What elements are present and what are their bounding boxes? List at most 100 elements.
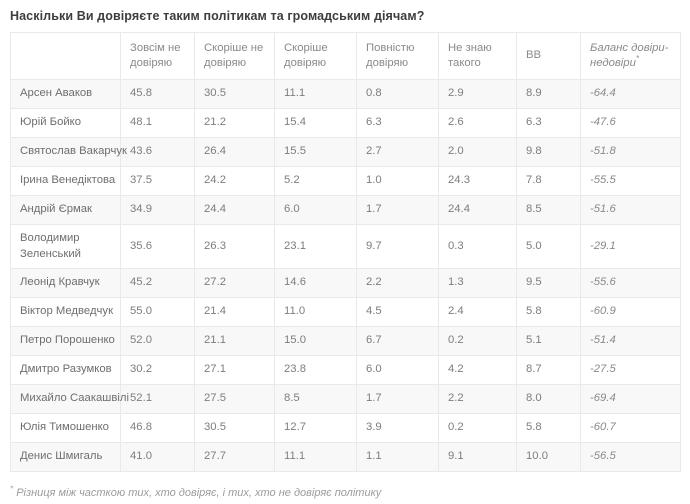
table-header-row: Зовсім не довіряю Скоріше не довіряю Ско… bbox=[10, 32, 681, 80]
table-row-boyko: Юрій Бойко 48.1 21.2 15.4 6.3 2.6 6.3 -4… bbox=[10, 108, 681, 138]
value-cell: 48.1 bbox=[120, 108, 195, 138]
value-cell: 52.1 bbox=[120, 384, 195, 414]
balance-cell: -51.6 bbox=[580, 195, 681, 225]
table-row-venediktova: Ірина Венедіктова 37.5 24.2 5.2 1.0 24.3… bbox=[10, 166, 681, 196]
value-cell: 2.7 bbox=[356, 137, 439, 167]
value-cell: 1.1 bbox=[356, 442, 439, 472]
balance-cell: -27.5 bbox=[580, 355, 681, 385]
politician-name: Віктор Медведчук bbox=[10, 297, 121, 327]
value-cell: 1.7 bbox=[356, 384, 439, 414]
value-cell: 11.1 bbox=[274, 79, 357, 109]
table-row-zelensky: Володимир Зеленський 35.6 26.3 23.1 9.7 … bbox=[10, 224, 681, 269]
value-cell: 5.0 bbox=[516, 224, 581, 269]
value-cell: 1.7 bbox=[356, 195, 439, 225]
value-cell: 1.0 bbox=[356, 166, 439, 196]
value-cell: 8.5 bbox=[516, 195, 581, 225]
table-header: Зовсім не довіряю Скоріше не довіряю Ско… bbox=[10, 32, 681, 80]
balance-cell: -64.4 bbox=[580, 79, 681, 109]
empty-header-cell bbox=[10, 32, 121, 80]
value-cell: 27.5 bbox=[194, 384, 275, 414]
value-cell: 0.8 bbox=[356, 79, 439, 109]
value-cell: 6.3 bbox=[516, 108, 581, 138]
trust-table: Зовсім не довіряю Скоріше не довіряю Ско… bbox=[10, 32, 681, 472]
politician-name: Арсен Аваков bbox=[10, 79, 121, 109]
value-cell: 2.4 bbox=[438, 297, 517, 327]
value-cell: 9.5 bbox=[516, 268, 581, 298]
table-row-avakov: Арсен Аваков 45.8 30.5 11.1 0.8 2.9 8.9 … bbox=[10, 79, 681, 109]
balance-asterisk: * bbox=[635, 54, 639, 64]
value-cell: 6.7 bbox=[356, 326, 439, 356]
balance-cell: -69.4 bbox=[580, 384, 681, 414]
footnote: * Різниця між часткою тих, хто довіряє, … bbox=[10, 484, 680, 499]
politician-name: Михайло Саакашвілі bbox=[10, 384, 129, 414]
value-cell: 9.7 bbox=[356, 224, 439, 269]
balance-cell: -60.9 bbox=[580, 297, 681, 327]
value-cell: 12.7 bbox=[274, 413, 357, 443]
balance-cell: -60.7 bbox=[580, 413, 681, 443]
politician-name: Юлія Тимошенко bbox=[10, 413, 121, 443]
value-cell: 35.6 bbox=[120, 224, 195, 269]
politician-name: Петро Порошенко bbox=[10, 326, 121, 356]
table-row-yermak: Андрій Єрмак 34.9 24.4 6.0 1.7 24.4 8.5 … bbox=[10, 195, 681, 225]
value-cell: 0.2 bbox=[438, 326, 517, 356]
value-cell: 34.9 bbox=[120, 195, 195, 225]
value-cell: 24.2 bbox=[194, 166, 275, 196]
footnote-text: Різниця між часткою тих, хто довіряє, і … bbox=[16, 487, 382, 499]
value-cell: 8.0 bbox=[516, 384, 581, 414]
balance-header-text: Баланс довіри-недовіри bbox=[590, 41, 669, 69]
value-cell: 5.8 bbox=[516, 413, 581, 443]
value-cell: 27.1 bbox=[194, 355, 275, 385]
value-cell: 2.0 bbox=[438, 137, 517, 167]
value-cell: 4.2 bbox=[438, 355, 517, 385]
table-row-poroshenko: Петро Порошенко 52.0 21.1 15.0 6.7 0.2 5… bbox=[10, 326, 681, 356]
value-cell: 23.8 bbox=[274, 355, 357, 385]
value-cell: 37.5 bbox=[120, 166, 195, 196]
value-cell: 21.4 bbox=[194, 297, 275, 327]
table-row-medvedchuk: Віктор Медведчук 55.0 21.4 11.0 4.5 2.4 … bbox=[10, 297, 681, 327]
value-cell: 45.2 bbox=[120, 268, 195, 298]
column-header-rather-trust: Скоріше довіряю bbox=[274, 32, 357, 80]
value-cell: 11.1 bbox=[274, 442, 357, 472]
column-header-fully-trust: Повністю довіряю bbox=[356, 32, 439, 80]
value-cell: 0.3 bbox=[438, 224, 517, 269]
politician-name: Святослав Вакарчук bbox=[10, 137, 127, 167]
value-cell: 14.6 bbox=[274, 268, 357, 298]
value-cell: 24.4 bbox=[438, 195, 517, 225]
value-cell: 1.3 bbox=[438, 268, 517, 298]
value-cell: 5.8 bbox=[516, 297, 581, 327]
value-cell: 24.3 bbox=[438, 166, 517, 196]
table-row-kravchuk: Леонід Кравчук 45.2 27.2 14.6 2.2 1.3 9.… bbox=[10, 268, 681, 298]
value-cell: 6.0 bbox=[356, 355, 439, 385]
politician-name: Дмитро Разумков bbox=[10, 355, 121, 385]
value-cell: 6.0 bbox=[274, 195, 357, 225]
value-cell: 0.2 bbox=[438, 413, 517, 443]
column-header-dont-know: Не знаю такого bbox=[438, 32, 517, 80]
table-body: Арсен Аваков 45.8 30.5 11.1 0.8 2.9 8.9 … bbox=[10, 79, 681, 472]
value-cell: 4.5 bbox=[356, 297, 439, 327]
value-cell: 8.5 bbox=[274, 384, 357, 414]
column-header-rather-no-trust: Скоріше не довіряю bbox=[194, 32, 275, 80]
balance-cell: -51.8 bbox=[580, 137, 681, 167]
value-cell: 2.2 bbox=[438, 384, 517, 414]
value-cell: 55.0 bbox=[120, 297, 195, 327]
value-cell: 30.5 bbox=[194, 79, 275, 109]
column-header-vv: ВВ bbox=[516, 32, 581, 80]
table-row-razumkov: Дмитро Разумков 30.2 27.1 23.8 6.0 4.2 8… bbox=[10, 355, 681, 385]
value-cell: 9.1 bbox=[438, 442, 517, 472]
value-cell: 15.4 bbox=[274, 108, 357, 138]
balance-cell: -29.1 bbox=[580, 224, 681, 269]
table-row-shmyhal: Денис Шмигаль 41.0 27.7 11.1 1.1 9.1 10.… bbox=[10, 442, 681, 472]
footnote-asterisk: * bbox=[10, 484, 14, 494]
value-cell: 30.5 bbox=[194, 413, 275, 443]
value-cell: 3.9 bbox=[356, 413, 439, 443]
value-cell: 7.8 bbox=[516, 166, 581, 196]
value-cell: 6.3 bbox=[356, 108, 439, 138]
value-cell: 46.8 bbox=[120, 413, 195, 443]
politician-name: Ірина Венедіктова bbox=[10, 166, 121, 196]
politician-name: Володимир Зеленський bbox=[10, 224, 121, 269]
value-cell: 2.2 bbox=[356, 268, 439, 298]
value-cell: 2.9 bbox=[438, 79, 517, 109]
value-cell: 15.5 bbox=[274, 137, 357, 167]
value-cell: 8.7 bbox=[516, 355, 581, 385]
